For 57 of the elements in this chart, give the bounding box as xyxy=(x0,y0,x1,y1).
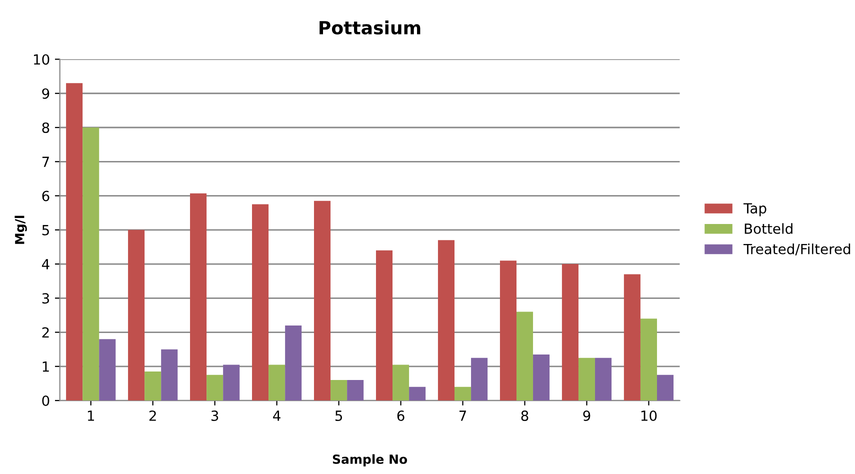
x-tick-label: 10 xyxy=(641,410,657,422)
x-tick-label: 9 xyxy=(583,410,590,422)
bar xyxy=(392,364,410,401)
bar xyxy=(409,386,426,401)
legend-label: Botteld xyxy=(744,223,792,234)
bar xyxy=(595,358,612,401)
bar xyxy=(190,193,207,401)
bar xyxy=(223,364,240,401)
x-tick-label: 3 xyxy=(211,410,218,422)
bar xyxy=(516,312,534,401)
bar xyxy=(562,264,578,401)
bar xyxy=(206,374,224,401)
bar xyxy=(66,83,83,401)
y-tick-label: 9 xyxy=(42,88,50,99)
x-tick-label: 8 xyxy=(521,410,528,422)
legend-label: Tap xyxy=(743,203,766,216)
bar xyxy=(347,380,364,401)
x-tick-label: 1 xyxy=(88,410,94,421)
bar xyxy=(640,318,657,401)
bar xyxy=(161,349,178,401)
y-axis-title: Mg/l xyxy=(14,216,27,244)
bar xyxy=(500,260,516,401)
bar xyxy=(533,354,550,401)
legend-label: Treated/Filtered xyxy=(743,244,850,256)
bar xyxy=(578,358,596,401)
x-tick-label: 5 xyxy=(335,410,342,422)
bar xyxy=(454,386,472,401)
y-tick-label: 2 xyxy=(42,327,49,338)
y-tick-label: 3 xyxy=(42,293,50,304)
bar xyxy=(376,250,393,401)
y-tick-label: 7 xyxy=(42,156,49,167)
y-tick-label: 5 xyxy=(42,225,49,236)
y-tick-label: 10 xyxy=(34,54,50,65)
x-tick-label: 6 xyxy=(397,410,404,422)
y-tick-label: 8 xyxy=(42,122,50,133)
bar xyxy=(99,339,116,401)
bar xyxy=(330,380,348,401)
x-tick-label: 4 xyxy=(273,410,280,421)
bar xyxy=(144,372,162,401)
chart-title: Pottasium xyxy=(320,20,420,35)
bar xyxy=(624,274,640,401)
y-tick-label: 6 xyxy=(42,190,50,202)
y-tick-label: 0 xyxy=(42,396,50,406)
bar xyxy=(128,230,145,401)
bar xyxy=(471,358,488,401)
x-axis-title: Sample No xyxy=(332,454,408,466)
x-tick-label: 2 xyxy=(149,410,156,421)
bar xyxy=(314,200,331,401)
bar xyxy=(82,128,100,401)
bar xyxy=(656,374,674,401)
bar xyxy=(252,204,269,401)
y-tick-label: 1 xyxy=(42,362,49,372)
bar xyxy=(268,364,286,401)
bar xyxy=(285,325,302,401)
y-tick-label: 4 xyxy=(42,259,50,270)
bar xyxy=(438,240,455,401)
x-tick-label: 7 xyxy=(459,410,466,421)
